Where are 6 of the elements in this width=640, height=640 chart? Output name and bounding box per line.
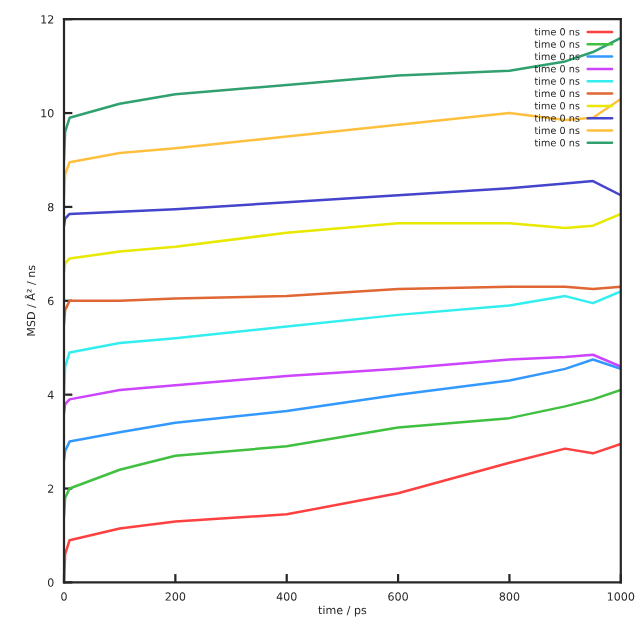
line-series — [64, 353, 621, 415]
line-series — [64, 358, 621, 462]
line-series — [64, 179, 621, 227]
line-series — [64, 285, 621, 326]
line-series — [64, 388, 621, 518]
line-series — [64, 212, 621, 274]
